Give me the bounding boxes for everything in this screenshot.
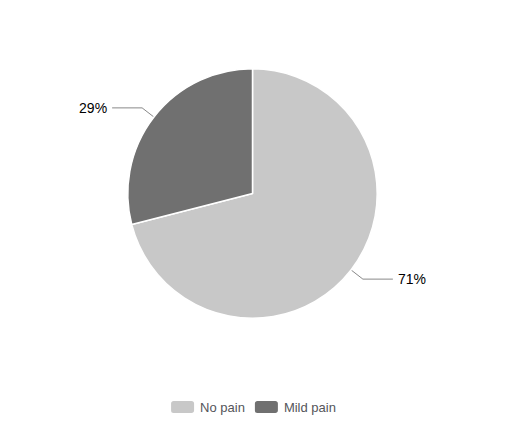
svg-text:29%: 29% bbox=[79, 100, 107, 116]
svg-text:Mild pain: Mild pain bbox=[284, 400, 336, 415]
svg-text:71%: 71% bbox=[398, 271, 426, 287]
svg-text:No pain: No pain bbox=[200, 400, 245, 415]
